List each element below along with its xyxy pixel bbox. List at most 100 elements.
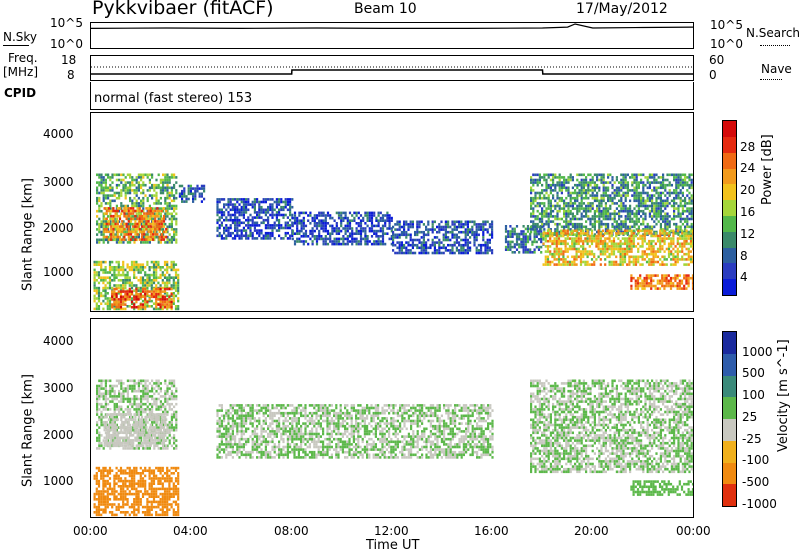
power-cell <box>615 245 618 248</box>
power-cell <box>655 186 658 190</box>
power-cell <box>346 222 349 225</box>
power-cell <box>659 212 662 216</box>
power-cell <box>540 232 543 236</box>
power-cell <box>576 212 579 216</box>
power-cell <box>170 225 173 229</box>
power-cell <box>504 238 508 241</box>
power-cell <box>122 225 125 229</box>
power-cell <box>170 217 173 221</box>
power-cell <box>586 250 589 253</box>
power-cell <box>471 225 474 229</box>
power-cell <box>601 229 605 233</box>
power-cell <box>610 229 613 233</box>
power-cell <box>344 216 347 220</box>
power-cell <box>116 233 119 236</box>
power-cell <box>560 229 563 233</box>
power-cell <box>359 237 363 241</box>
power-cell <box>666 222 669 226</box>
power-cell <box>198 187 201 190</box>
power-cell <box>170 263 173 266</box>
velocity-cell <box>100 384 103 388</box>
power-cell <box>599 234 602 238</box>
power-cell <box>656 237 660 240</box>
power-cell <box>220 208 223 212</box>
velocity-cell <box>113 395 116 398</box>
power-cell <box>677 178 680 182</box>
power-cell <box>220 213 223 217</box>
power-cell <box>124 194 127 197</box>
power-cell <box>174 268 178 272</box>
power-cell <box>644 228 647 231</box>
power-cell <box>109 183 112 187</box>
power-cell <box>575 229 578 233</box>
velocity-cell <box>100 395 103 398</box>
power-cell <box>631 194 634 197</box>
power-cell <box>484 251 487 255</box>
velocity-cell <box>107 439 110 442</box>
power-cell <box>606 245 609 248</box>
velocity-cell <box>98 387 101 390</box>
power-cell <box>674 250 677 253</box>
power-cell <box>114 209 117 213</box>
power-cell <box>563 212 566 216</box>
power-cell <box>144 307 147 311</box>
power-cell <box>648 229 651 233</box>
power-cell <box>687 242 690 246</box>
power-cell <box>585 196 588 200</box>
power-cell <box>629 189 632 192</box>
power-cell <box>96 241 99 244</box>
power-cell <box>133 204 136 208</box>
power-cell <box>491 228 494 231</box>
power-cell <box>654 232 657 235</box>
power-cell <box>118 217 122 221</box>
power-cell <box>558 173 561 177</box>
power-cell <box>549 189 552 192</box>
power-cell <box>119 303 123 306</box>
power-cell <box>390 216 393 220</box>
power-cell <box>122 281 125 285</box>
power-cell <box>515 238 519 241</box>
power-cell <box>451 228 454 231</box>
power-cell <box>170 215 173 218</box>
power-cell <box>597 245 600 248</box>
power-cell <box>692 237 693 240</box>
power-cell <box>351 235 354 238</box>
power-cell <box>678 279 681 283</box>
power-cell <box>507 245 510 249</box>
power-cell <box>139 292 142 296</box>
power-cell <box>278 224 281 227</box>
power-cell <box>662 181 665 184</box>
power-cell <box>462 238 465 242</box>
power-cell <box>526 227 530 231</box>
power-cell <box>668 173 671 177</box>
power-cell <box>600 199 603 203</box>
power-cell <box>477 228 480 231</box>
velocity-cell <box>111 384 114 388</box>
power-cell <box>683 287 686 290</box>
power-cell <box>652 258 655 261</box>
power-cell <box>615 178 618 182</box>
power-cell <box>98 196 101 200</box>
power-cell <box>253 200 256 204</box>
power-cell <box>128 295 131 299</box>
power-cell <box>175 212 178 216</box>
power-cell <box>157 289 160 292</box>
power-cell <box>220 211 223 214</box>
power-cell <box>562 232 565 235</box>
power-cell <box>318 214 321 217</box>
power-cell <box>304 235 308 238</box>
power-cell <box>599 258 602 261</box>
power-cell <box>582 215 585 218</box>
power-cell <box>668 220 671 223</box>
power-cell <box>284 203 287 206</box>
power-cell <box>567 176 570 179</box>
power-cell <box>615 212 618 216</box>
power-cell <box>302 219 305 222</box>
power-cell <box>166 181 169 184</box>
power-cell <box>187 197 190 201</box>
power-cell <box>315 237 319 241</box>
power-cell <box>136 222 139 226</box>
power-cell <box>656 282 659 285</box>
power-cell <box>183 192 186 196</box>
power-cell <box>146 294 149 298</box>
